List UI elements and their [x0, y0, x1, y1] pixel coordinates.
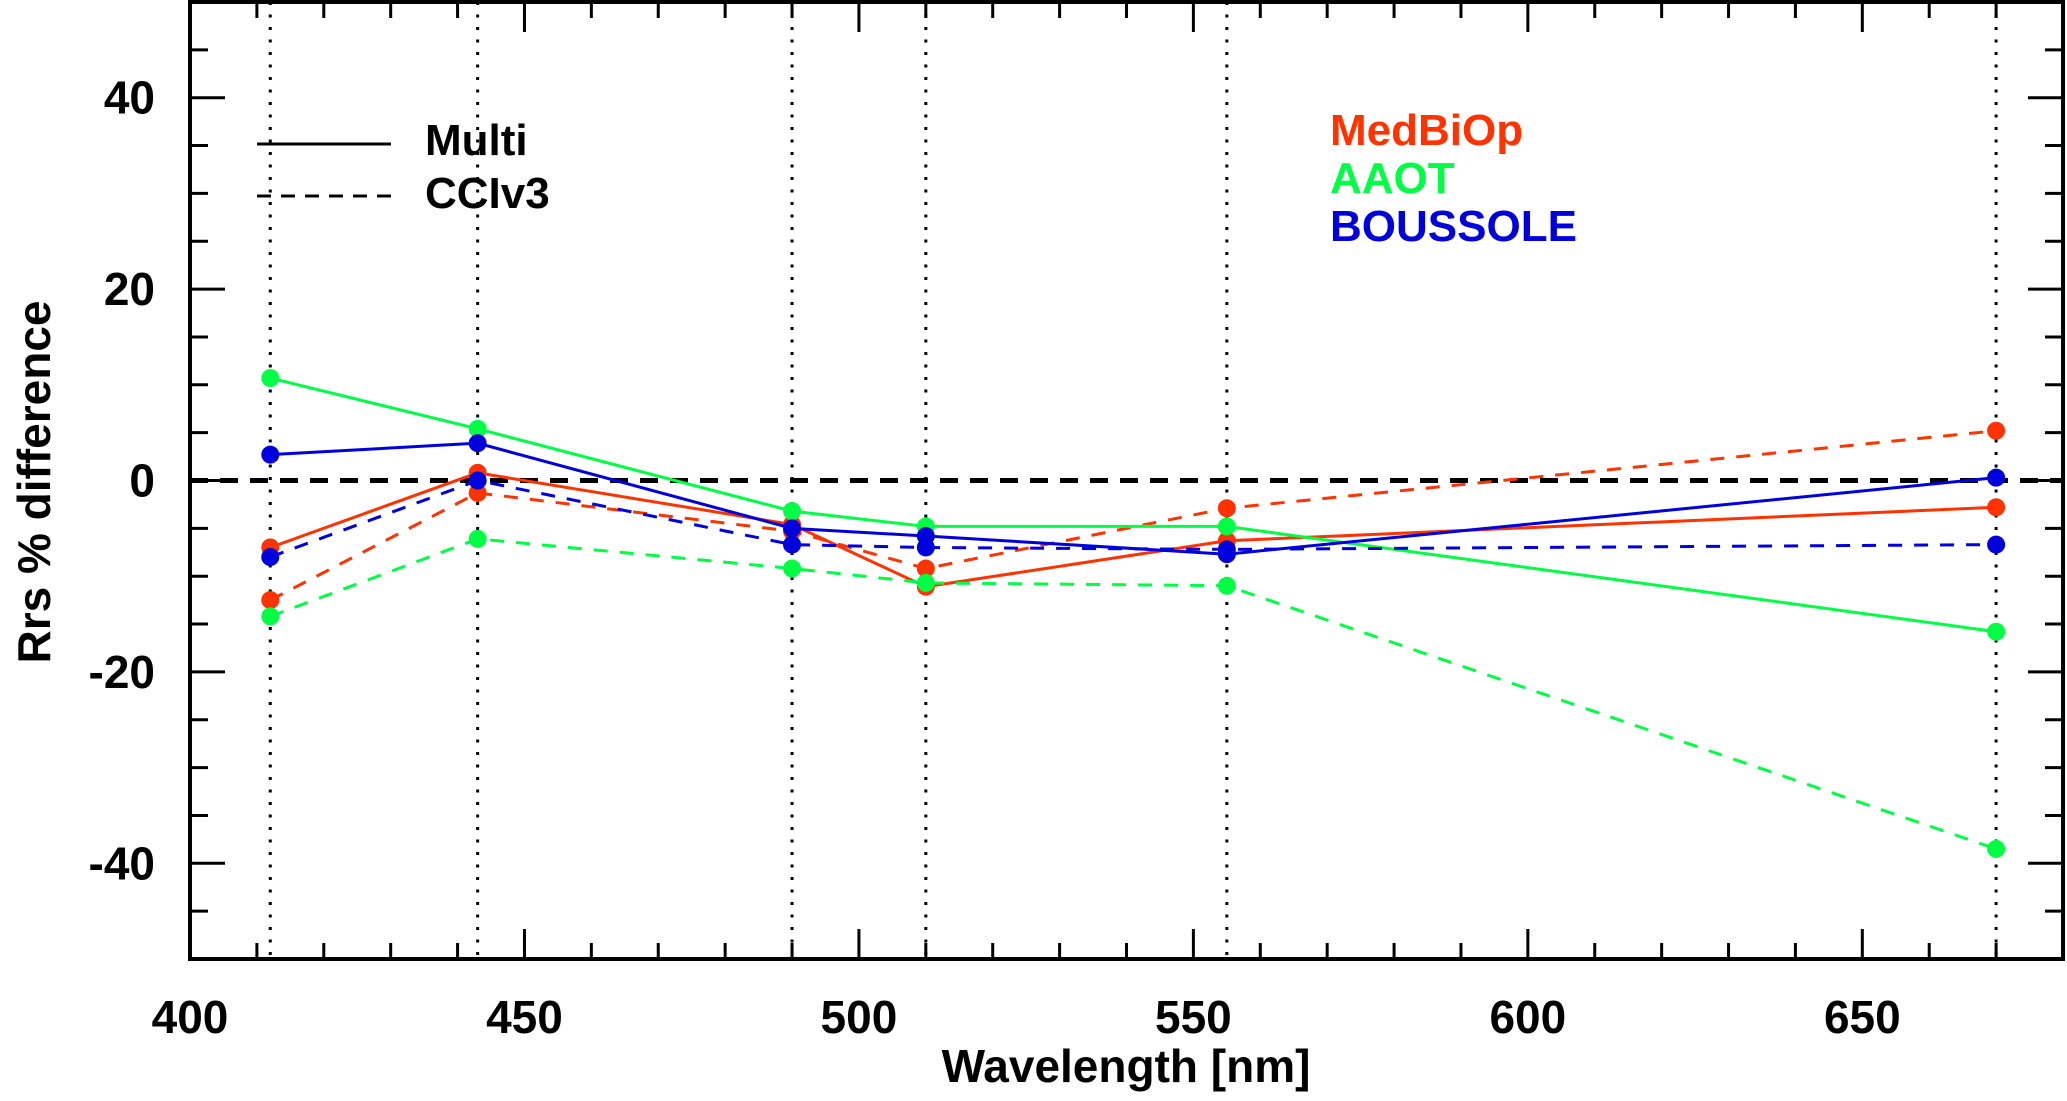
ticks: 400 450 500 550 600 650 -40 -20 0 20 40: [89, 2, 2063, 1043]
series-medbiop-cciv3: [261, 421, 2006, 610]
y-tick-label: -20: [89, 646, 155, 698]
legend-label-medbiop: MedBiOp: [1330, 106, 1523, 155]
reference-lines: [190, 2, 2063, 959]
y-tick-label: 0: [129, 455, 155, 507]
x-tick-label: 400: [152, 991, 229, 1043]
y-tick-label: 40: [104, 72, 155, 124]
data-point: [916, 538, 935, 557]
series-line: [269, 478, 1997, 559]
data-point: [468, 434, 487, 453]
series-line: [270, 441, 1997, 556]
data-point: [1987, 839, 2006, 858]
series-line: [269, 376, 1997, 634]
data-point: [1987, 498, 2006, 517]
series-aaot-multi: [261, 369, 2006, 641]
series-aaot-cciv3: [261, 529, 2006, 858]
series-line: [269, 471, 1997, 589]
data-point: [783, 519, 802, 538]
data-point: [916, 559, 935, 578]
y-axis-title: Rrs % difference: [8, 300, 60, 663]
data-point: [1987, 622, 2006, 641]
series-line: [269, 429, 1997, 602]
data-point: [783, 559, 802, 578]
site-legend: MedBiOp AAOT BOUSSOLE: [1330, 106, 1577, 251]
data-point: [468, 529, 487, 548]
data-point: [468, 483, 487, 502]
y-tick-label: -40: [89, 837, 155, 889]
x-tick-label: 650: [1824, 991, 1901, 1043]
data-point: [916, 573, 935, 592]
data-point: [261, 591, 280, 610]
x-axis-title: Wavelength [nm]: [942, 1040, 1311, 1092]
series-line: [269, 537, 1997, 851]
legend-label-multi: Multi: [425, 116, 528, 165]
x-tick-label: 450: [486, 991, 563, 1043]
legend-label-aaot: AAOT: [1330, 154, 1455, 203]
x-tick-label: 500: [821, 991, 898, 1043]
data-point: [783, 502, 802, 521]
series-boussole-multi: [261, 434, 2006, 564]
data-point: [468, 419, 487, 438]
style-legend: Multi CCIv3: [257, 116, 550, 218]
x-tick-label: 550: [1155, 991, 1232, 1043]
data-point: [261, 445, 280, 464]
data-point: [261, 548, 280, 567]
data-point: [1987, 421, 2006, 440]
series-medbiop-multi: [261, 463, 2006, 596]
data-point: [468, 471, 487, 490]
series-boussole-cciv3: [261, 471, 2006, 567]
data-point: [261, 607, 280, 626]
data-point: [1217, 540, 1236, 559]
data-point: [1217, 499, 1236, 518]
data-point: [783, 535, 802, 554]
x-tick-label: 600: [1489, 991, 1566, 1043]
y-tick-label: 20: [104, 263, 155, 315]
data-point: [1217, 576, 1236, 595]
data-point: [1987, 535, 2006, 554]
data-point: [1217, 517, 1236, 536]
data-point: [261, 369, 280, 388]
legend-label-boussole: BOUSSOLE: [1330, 202, 1577, 251]
legend-label-cciv3: CCIv3: [425, 169, 550, 218]
series-layer: [261, 369, 2006, 858]
data-point: [1987, 468, 2006, 487]
